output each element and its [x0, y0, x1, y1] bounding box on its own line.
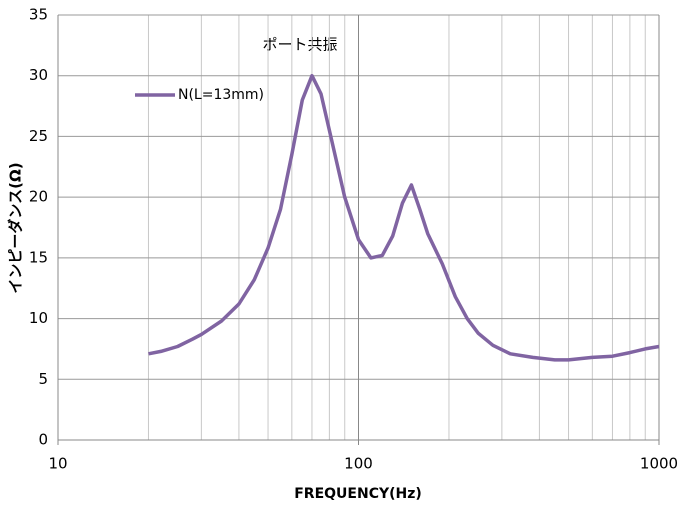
- y-axis-label: インピーダンス(Ω): [7, 162, 25, 293]
- y-tick-label: 10: [29, 309, 48, 327]
- y-tick-label: 30: [29, 66, 48, 84]
- y-tick-label: 0: [38, 431, 48, 449]
- y-tick-label: 5: [38, 370, 48, 388]
- legend-label: N(L=13mm): [178, 87, 264, 103]
- y-tick-label: 15: [29, 248, 48, 266]
- y-tick-label: 25: [29, 127, 48, 145]
- annotation: ポート共振: [262, 36, 337, 54]
- x-tick-label: 1000: [640, 455, 678, 473]
- x-tick-label: 100: [344, 455, 373, 473]
- y-tick-label: 35: [29, 6, 48, 24]
- y-tick-label: 20: [29, 188, 48, 206]
- x-axis-label: FREQUENCY(Hz): [294, 486, 422, 502]
- data-line: [148, 73, 660, 362]
- x-tick-label: 10: [48, 455, 67, 473]
